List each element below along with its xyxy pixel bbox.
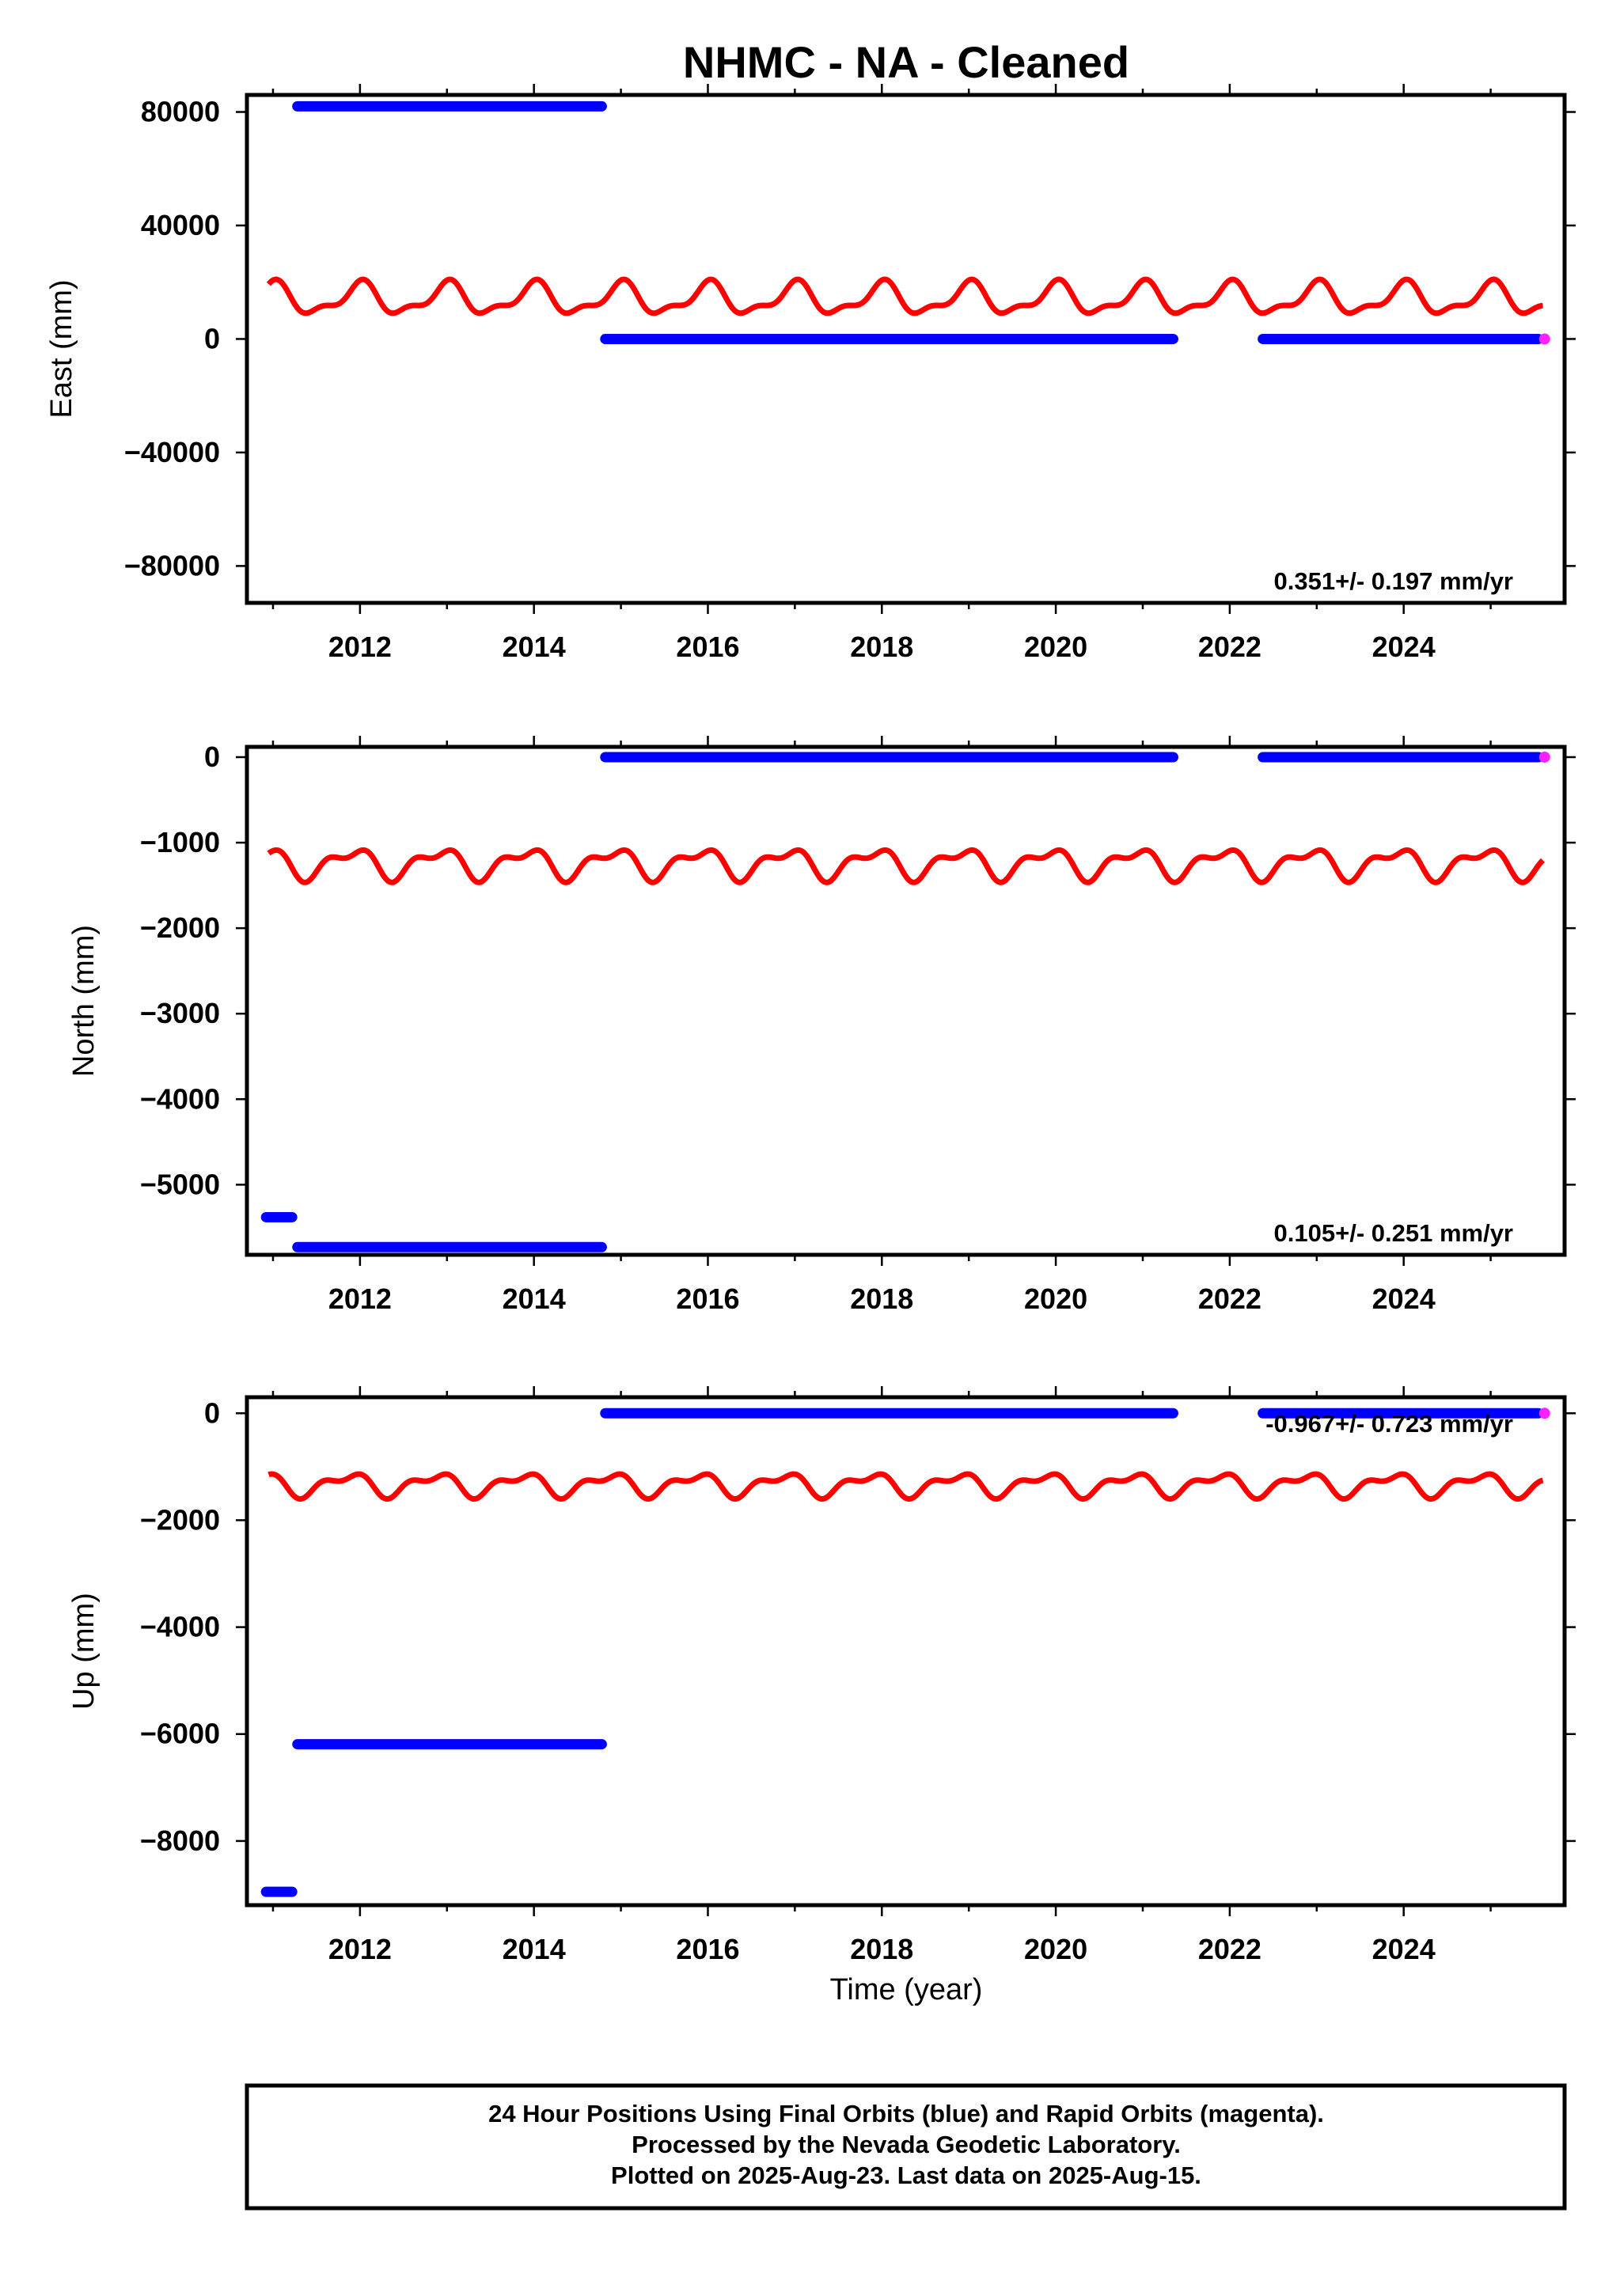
rapid-orbit-point xyxy=(1538,1408,1550,1419)
model-curve xyxy=(266,276,1545,316)
x-tick-label: 2020 xyxy=(1024,631,1087,663)
y-tick-label: −8000 xyxy=(140,1824,220,1857)
y-tick-label: 0 xyxy=(204,741,220,773)
x-tick-label: 2024 xyxy=(1372,1933,1436,1965)
y-tick-label: −4000 xyxy=(140,1082,220,1115)
x-tick-label: 2018 xyxy=(850,1283,913,1315)
x-tick-label: 2022 xyxy=(1198,1933,1261,1965)
y-tick-label: 40000 xyxy=(141,209,220,241)
x-tick-label: 2022 xyxy=(1198,631,1261,663)
rapid-orbit-point xyxy=(1538,751,1550,763)
y-tick-label: −2000 xyxy=(140,1503,220,1536)
x-tick-label: 2024 xyxy=(1372,1283,1436,1315)
velocity-label: 0.351+/- 0.197 mm/yr xyxy=(1274,567,1513,595)
y-tick-label: 80000 xyxy=(141,96,220,128)
footer-line-2: Processed by the Nevada Geodetic Laborat… xyxy=(632,2131,1181,2158)
chart-title: NHMC - NA - Cleaned xyxy=(683,37,1129,87)
x-tick-label: 2016 xyxy=(676,1933,739,1965)
x-tick-label: 2022 xyxy=(1198,1283,1261,1315)
x-tick-label: 2016 xyxy=(676,1283,739,1315)
x-tick-label: 2018 xyxy=(850,631,913,663)
y-tick-label: −2000 xyxy=(140,911,220,944)
up-panel: 2012 2014 2016 2018 2020 2022 2024 0 −2000 −4000 −… xyxy=(67,1386,1576,1965)
y-tick-label: 0 xyxy=(204,1396,220,1429)
x-tick-label: 2012 xyxy=(328,631,392,663)
y-axis-title: North (mm) xyxy=(67,925,101,1077)
plot-frame xyxy=(245,93,1567,605)
x-tick-label: 2012 xyxy=(328,1933,392,1965)
x-tick-label: 2020 xyxy=(1024,1283,1087,1315)
model-curve xyxy=(267,1471,1545,1502)
y-tick-label: −6000 xyxy=(140,1718,220,1750)
y-tick-label: −4000 xyxy=(140,1611,220,1643)
plot-frame xyxy=(245,744,1567,1257)
north-panel: 2012 2014 2016 2018 2020 2022 2024 0 −1000 −2000 −… xyxy=(67,736,1576,1315)
rapid-orbit-point xyxy=(1538,333,1550,345)
y-tick-label: −1000 xyxy=(140,826,220,858)
footer-line-1: 24 Hour Positions Using Final Orbits (bl… xyxy=(488,2100,1324,2127)
x-axis-title: Time (year) xyxy=(830,1973,983,2006)
y-tick-label: −3000 xyxy=(140,997,220,1029)
velocity-label: 0.105+/- 0.251 mm/yr xyxy=(1274,1219,1513,1247)
y-tick-label: −40000 xyxy=(124,436,220,468)
x-tick-label: 2018 xyxy=(850,1933,913,1965)
x-tick-label: 2014 xyxy=(503,1933,566,1965)
plot-frame xyxy=(245,1395,1567,1908)
y-axis-title: East (mm) xyxy=(45,279,78,418)
x-tick-label: 2020 xyxy=(1024,1933,1087,1965)
x-tick-label: 2014 xyxy=(503,1283,566,1315)
model-curve xyxy=(267,847,1545,885)
x-tick-label: 2024 xyxy=(1372,631,1436,663)
x-tick-label: 2012 xyxy=(328,1283,392,1315)
velocity-label: -0.967+/- 0.723 mm/yr xyxy=(1265,1410,1513,1438)
y-tick-label: −5000 xyxy=(140,1168,220,1200)
x-tick-label: 2016 xyxy=(676,631,739,663)
y-tick-label: 0 xyxy=(204,322,220,354)
y-tick-label: −80000 xyxy=(124,549,220,582)
x-tick-label: 2014 xyxy=(503,631,566,663)
footer-line-3: Plotted on 2025-Aug-23. Last data on 202… xyxy=(611,2161,1201,2189)
east-panel: 2012 2014 2016 2018 2020 2022 2024 80000 40000 0 −… xyxy=(45,84,1576,663)
y-axis-title: Up (mm) xyxy=(67,1593,101,1710)
footer-box: 24 Hour Positions Using Final Orbits (bl… xyxy=(245,2083,1567,2211)
